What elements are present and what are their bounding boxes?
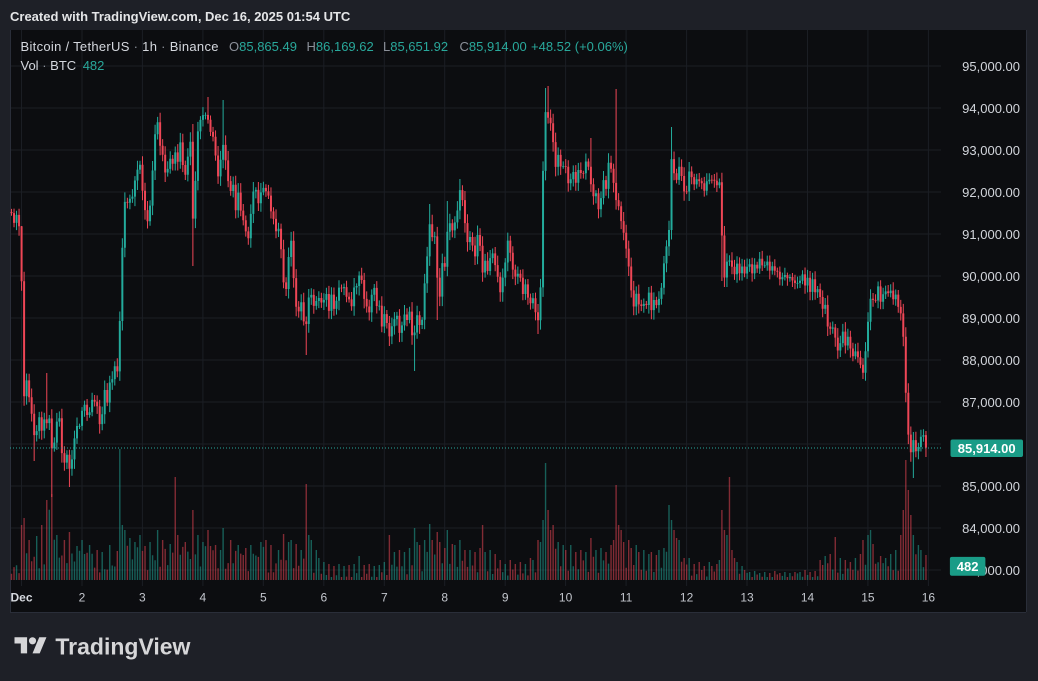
svg-text:Vol · BTC: Vol · BTC [21, 58, 77, 73]
svg-text:Bitcoin / TetherUS · 1h · Bina: Bitcoin / TetherUS · 1h · Binance [21, 39, 219, 54]
svg-text:14: 14 [801, 591, 815, 605]
svg-text:7: 7 [381, 591, 388, 605]
svg-text:16: 16 [922, 591, 936, 605]
svg-text:TradingView: TradingView [55, 634, 190, 660]
svg-text:482: 482 [957, 559, 979, 574]
svg-text:10: 10 [559, 591, 573, 605]
svg-text:88,000.00: 88,000.00 [962, 353, 1020, 368]
svg-text:94,000.00: 94,000.00 [962, 101, 1020, 116]
svg-text:90,000.00: 90,000.00 [962, 269, 1020, 284]
svg-text:95,000.00: 95,000.00 [962, 59, 1020, 74]
svg-text:85,000.00: 85,000.00 [962, 479, 1020, 494]
svg-text:91,000.00: 91,000.00 [962, 227, 1020, 242]
svg-text:11: 11 [620, 591, 633, 605]
svg-text:8: 8 [441, 591, 448, 605]
svg-text:9: 9 [502, 591, 509, 605]
svg-text:87,000.00: 87,000.00 [962, 395, 1020, 410]
svg-text:12: 12 [680, 591, 694, 605]
svg-text:84,000.00: 84,000.00 [962, 521, 1020, 536]
svg-text:92,000.00: 92,000.00 [962, 185, 1020, 200]
svg-text:93,000.00: 93,000.00 [962, 143, 1020, 158]
svg-text:482: 482 [83, 58, 105, 73]
svg-text:15: 15 [861, 591, 875, 605]
svg-text:6: 6 [320, 591, 327, 605]
svg-text:Dec: Dec [10, 591, 32, 605]
svg-text:13: 13 [740, 591, 754, 605]
svg-text:3: 3 [139, 591, 146, 605]
svg-text:2: 2 [79, 591, 86, 605]
svg-text:89,000.00: 89,000.00 [962, 311, 1020, 326]
svg-text:85,914.00: 85,914.00 [958, 441, 1016, 456]
svg-text:5: 5 [260, 591, 267, 605]
svg-text:4: 4 [200, 591, 207, 605]
svg-text:Created with TradingView.com,: Created with TradingView.com, Dec 16, 20… [10, 9, 351, 24]
